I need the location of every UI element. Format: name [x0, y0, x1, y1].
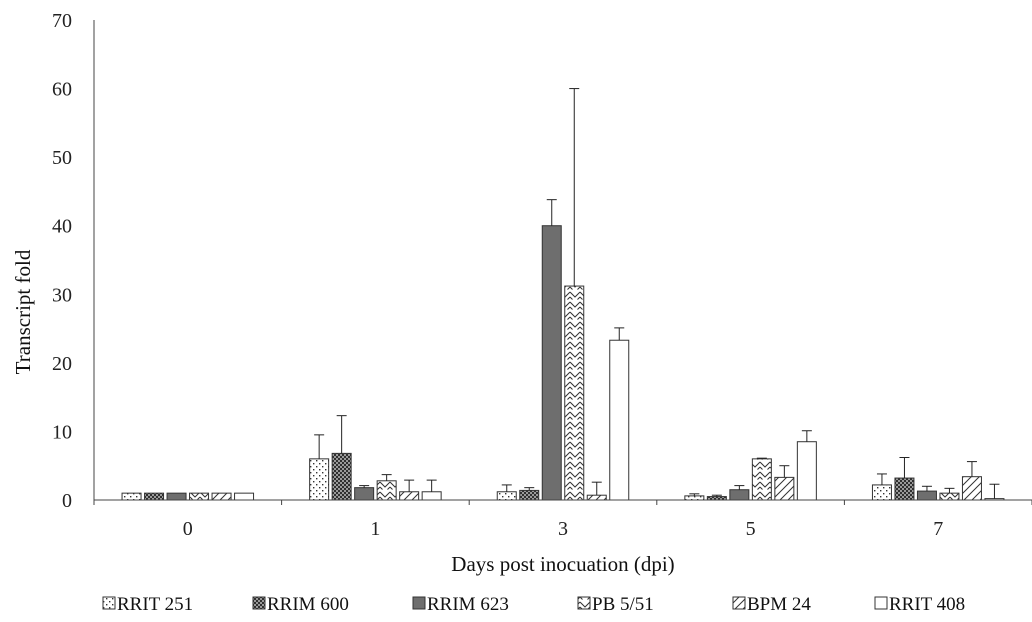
legend: RRIT 251 RRIM 600 RRIM 623 PB 5/51 BPM 24 RRI… — [102, 594, 965, 615]
y-axis-title: Transcript fold — [11, 249, 35, 374]
bar — [609, 339, 630, 501]
legend-swatch — [412, 596, 426, 610]
bar — [541, 225, 562, 501]
y-tick-label: 10 — [52, 421, 72, 443]
bar — [586, 494, 607, 501]
y-tick-label: 70 — [52, 10, 72, 32]
y-tick-label: 30 — [52, 284, 72, 306]
x-tick-label: 3 — [558, 518, 568, 540]
bar — [121, 492, 142, 501]
bar — [354, 487, 375, 501]
y-tick-label: 60 — [52, 79, 72, 101]
y-tick-label: 50 — [52, 147, 72, 169]
bar — [871, 484, 892, 501]
bar — [751, 458, 772, 501]
bar — [796, 441, 817, 501]
x-axis-ticks: 0 1 3 5 7 — [93, 500, 1032, 540]
legend-swatch — [577, 596, 591, 610]
bar — [519, 489, 540, 501]
x-tick-label: 0 — [183, 518, 193, 540]
legend-swatch — [102, 596, 116, 610]
bar — [399, 491, 420, 501]
legend-swatch — [732, 596, 746, 610]
y-tick-label: 0 — [62, 490, 72, 512]
legend-label: BPM 24 — [747, 594, 811, 615]
bar — [189, 492, 210, 501]
legend-label: RRIT 408 — [889, 594, 965, 615]
bar — [211, 492, 232, 501]
x-tick-label: 1 — [370, 518, 380, 540]
y-axis-ticks: 0 10 20 30 40 50 60 70 — [52, 10, 72, 512]
x-axis-title: Days post inocuation (dpi) — [451, 552, 674, 576]
x-tick-label: 5 — [746, 518, 756, 540]
legend-label: RRIT 251 — [117, 594, 193, 615]
bars-group — [121, 225, 1005, 501]
bar — [961, 476, 982, 501]
legend-swatch — [874, 596, 888, 610]
bar — [234, 492, 255, 501]
legend-label: RRIM 600 — [267, 594, 349, 615]
bar — [684, 495, 705, 501]
bar — [939, 492, 960, 501]
bar — [916, 490, 937, 501]
y-tick-label: 20 — [52, 353, 72, 375]
x-tick-label: 7 — [933, 518, 943, 540]
legend-label: PB 5/51 — [592, 594, 654, 615]
bar — [309, 458, 330, 501]
bar — [774, 476, 795, 501]
bar — [496, 491, 517, 501]
bar — [166, 492, 187, 501]
legend-swatch — [252, 596, 266, 610]
axes-group — [93, 20, 1032, 501]
bar — [376, 480, 397, 501]
legend-label: RRIM 623 — [427, 594, 509, 615]
bar — [144, 492, 165, 501]
y-tick-label: 40 — [52, 216, 72, 238]
bar — [564, 285, 585, 501]
bar — [894, 477, 915, 501]
bar — [706, 496, 727, 501]
bar — [729, 489, 750, 501]
error-bars-group — [314, 88, 1000, 499]
bar — [421, 491, 442, 501]
bar — [331, 452, 352, 501]
